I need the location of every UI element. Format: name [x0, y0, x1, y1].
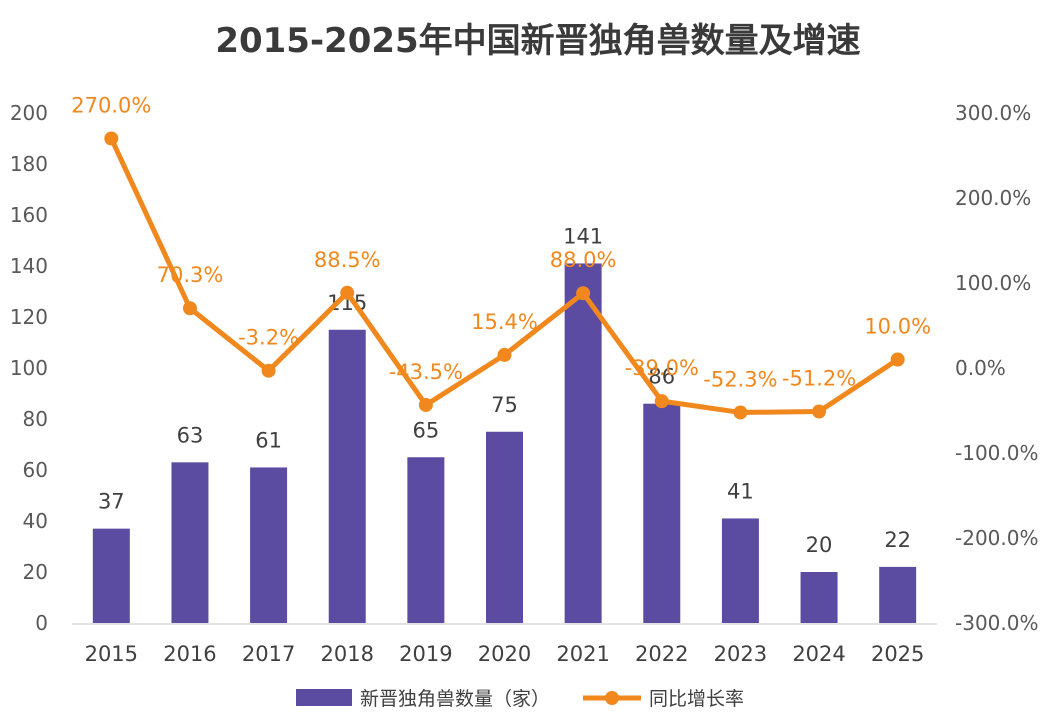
growth-rate-label: 70.3%: [157, 263, 224, 287]
growth-rate-series: [104, 131, 905, 420]
growth-rate-marker: [576, 286, 591, 301]
growth-rate-marker: [104, 131, 119, 146]
growth-rate-marker: [733, 405, 748, 420]
growth-rate-marker: [812, 404, 827, 419]
growth-rate-line: [109, 137, 900, 415]
right-tick-label: 200.0%: [955, 186, 1031, 210]
legend: 新晋独角兽数量（家） 同比增长率: [296, 688, 744, 710]
bar: [328, 329, 366, 623]
chart-title: 2015-2025年中国新晋独角兽数量及增速: [215, 21, 860, 61]
bar: [643, 403, 681, 623]
right-tick-label: -100.0%: [955, 441, 1038, 465]
bar: [486, 431, 523, 623]
right-tick-label: -300.0%: [955, 611, 1038, 635]
bar: [171, 462, 209, 623]
x-tick-label: 2024: [792, 642, 845, 666]
right-tick-label: 100.0%: [955, 271, 1031, 295]
bar-value-label: 65: [412, 418, 439, 442]
growth-rate-label: -51.2%: [782, 367, 856, 391]
legend-bar-label: 新晋独角兽数量（家）: [360, 688, 550, 710]
growth-rate-marker: [261, 363, 276, 378]
left-tick-label: 180: [10, 152, 48, 176]
x-tick-label: 2023: [714, 642, 767, 666]
x-tick-label: 2021: [556, 642, 609, 666]
legend-bar-swatch: [296, 689, 352, 706]
left-tick-label: 0: [35, 611, 48, 635]
left-tick-label: 60: [23, 458, 48, 482]
right-tick-label: 0.0%: [955, 356, 1006, 380]
bar-series: [92, 263, 917, 623]
bar: [250, 467, 288, 623]
x-tick-label: 2017: [242, 642, 295, 666]
growth-rate-label: 88.5%: [314, 248, 381, 272]
bar-value-label: 75: [491, 393, 518, 417]
bar-value-label: 141: [563, 224, 603, 248]
bar: [800, 572, 838, 623]
growth-rate-label: 15.4%: [471, 310, 538, 334]
x-tick-label: 2015: [85, 642, 138, 666]
right-y-axis: -300.0% -200.0% -100.0% 0.0% 100.0% 200.0% 300…: [955, 101, 1038, 635]
growth-rate-label: 88.0%: [550, 248, 617, 272]
bar: [92, 528, 130, 623]
x-tick-label: 2018: [321, 642, 374, 666]
x-tick-label: 2020: [478, 642, 531, 666]
x-tick-label: 2025: [871, 642, 924, 666]
bar: [879, 566, 917, 623]
bar: [721, 518, 759, 623]
growth-rate-marker: [654, 394, 669, 409]
left-tick-label: 200: [10, 101, 48, 125]
x-axis: 2015 2016 2017 2018 2019 2020 2021 2022 2023 2024…: [72, 623, 937, 666]
bar-value-label: 61: [255, 428, 282, 452]
growth-rate-data-labels: 270.0% 70.3% -3.2% 88.5% -43.5% 15.4% 88.0% -39…: [71, 94, 931, 392]
left-tick-label: 120: [10, 305, 48, 329]
x-tick-label: 2022: [635, 642, 688, 666]
growth-rate-label: -43.5%: [389, 360, 463, 384]
left-tick-label: 40: [23, 509, 48, 533]
legend-line-label: 同比增长率: [649, 688, 744, 710]
x-tick-label: 2019: [399, 642, 452, 666]
growth-rate-label: -52.3%: [703, 367, 777, 391]
bar-value-label: 20: [806, 533, 833, 557]
growth-rate-label: -39.0%: [625, 356, 699, 380]
left-tick-label: 20: [23, 560, 48, 584]
growth-rate-marker: [340, 285, 355, 300]
left-tick-label: 80: [23, 407, 48, 431]
left-y-axis: 0 20 40 60 80 100 120 140 160 180 200: [10, 101, 48, 635]
legend-line-marker: [605, 691, 619, 705]
right-tick-label: 300.0%: [955, 101, 1031, 125]
x-tick-label: 2016: [163, 642, 216, 666]
right-tick-label: -200.0%: [955, 526, 1038, 550]
growth-rate-label: 270.0%: [71, 94, 151, 118]
bar-value-label: 37: [98, 490, 125, 514]
growth-rate-marker: [497, 347, 512, 362]
left-tick-label: 140: [10, 254, 48, 278]
bar-value-label: 41: [727, 479, 754, 503]
growth-rate-label: -3.2%: [238, 326, 299, 350]
bar-value-label: 63: [177, 423, 204, 447]
growth-rate-marker: [890, 352, 905, 367]
bar-value-label: 22: [884, 528, 911, 552]
bar: [564, 263, 602, 623]
bar: [407, 457, 445, 623]
growth-rate-marker: [182, 301, 197, 316]
growth-rate-label: 10.0%: [864, 315, 931, 339]
left-tick-label: 160: [10, 203, 48, 227]
left-tick-label: 100: [10, 356, 48, 380]
growth-rate-marker: [418, 397, 433, 412]
